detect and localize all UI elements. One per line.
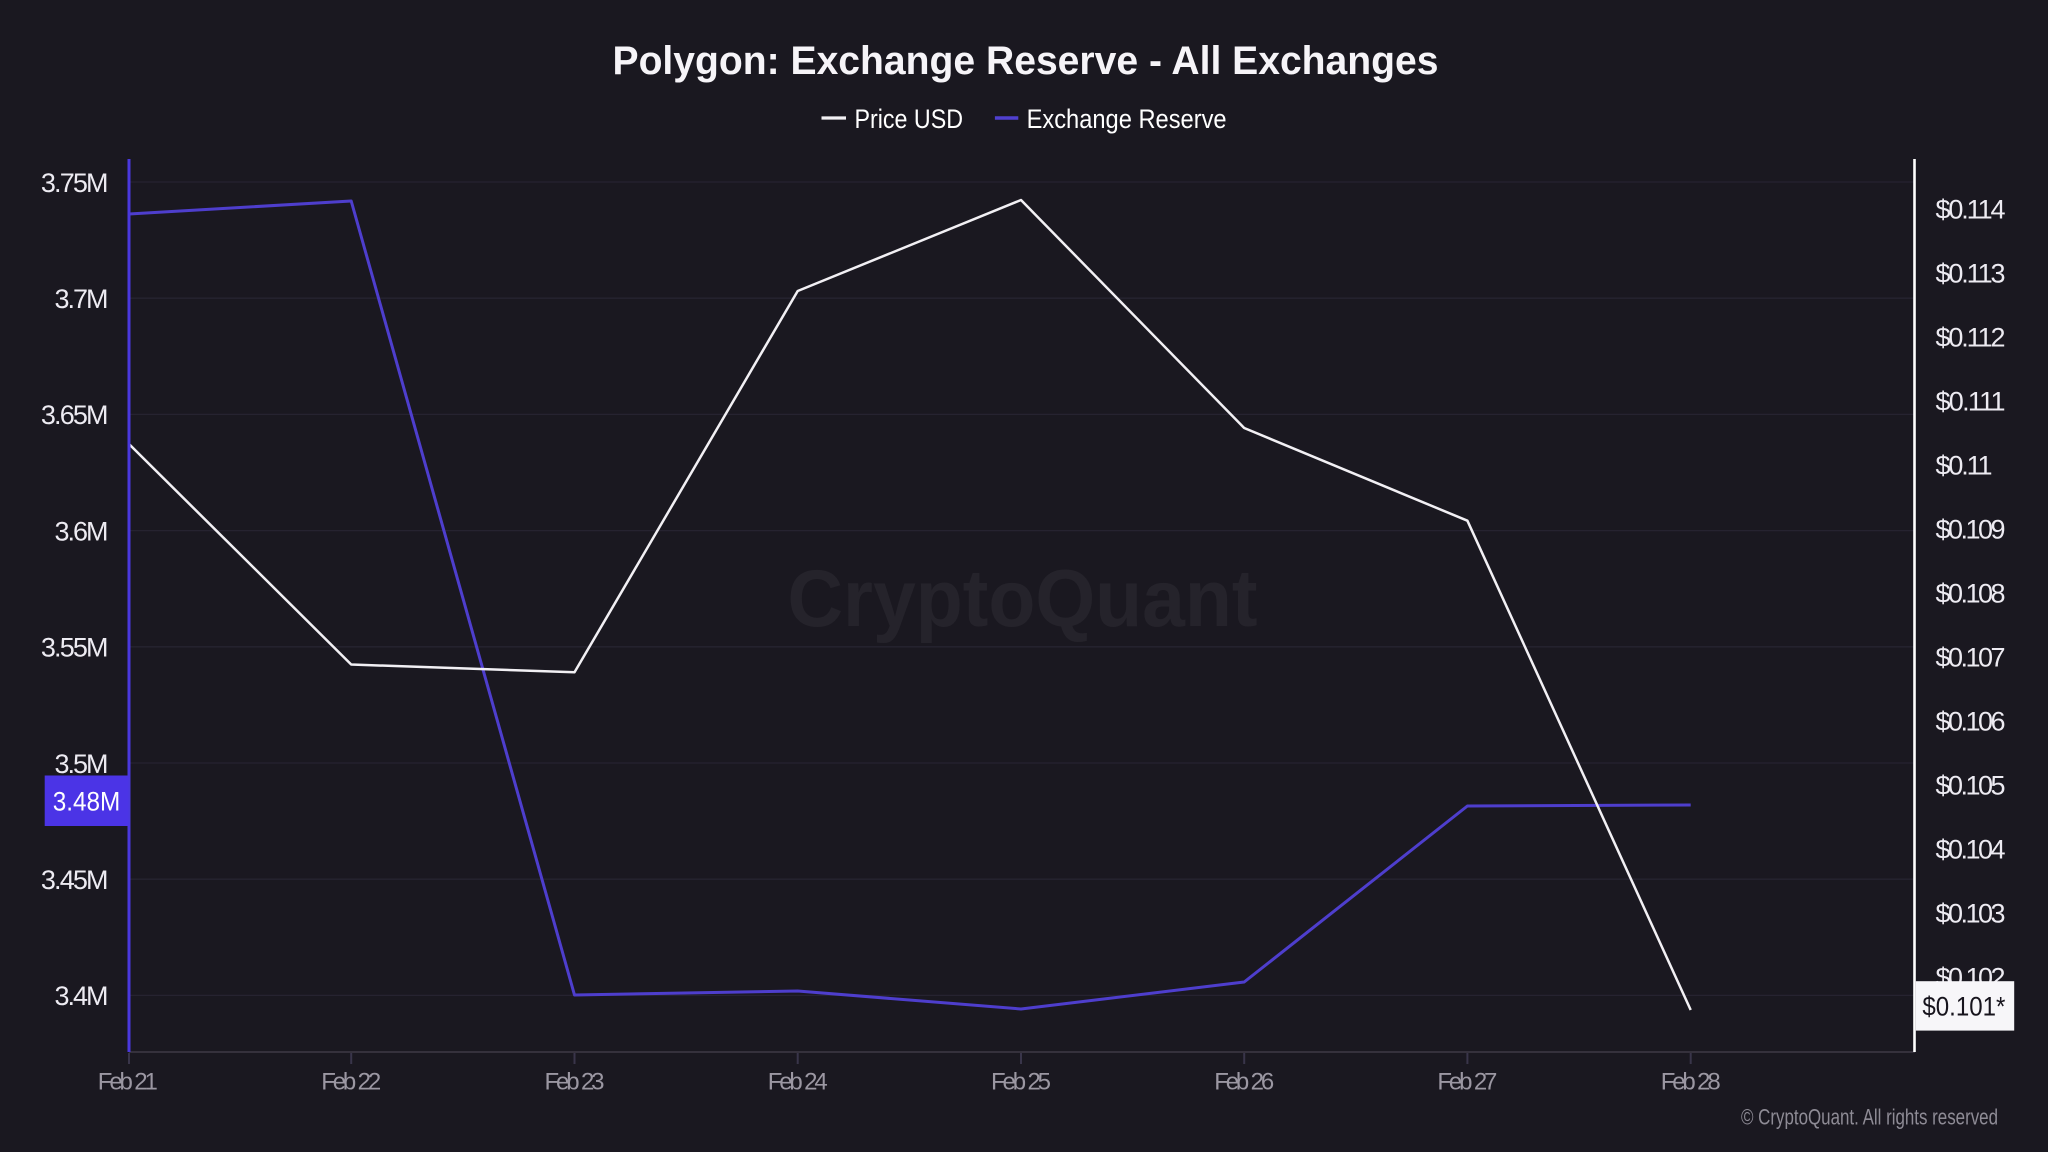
svg-text:3.7M: 3.7M: [55, 284, 109, 314]
svg-text:$0.107: $0.107: [1936, 642, 2006, 672]
svg-text:$0.114: $0.114: [1936, 194, 2006, 224]
svg-text:$0.105: $0.105: [1936, 770, 2006, 800]
svg-text:Feb 22: Feb 22: [321, 1069, 381, 1096]
svg-text:$0.113: $0.113: [1936, 258, 2006, 288]
svg-text:Polygon: Exchange Reserve - Al: Polygon: Exchange Reserve - All Exchange…: [613, 39, 1439, 83]
svg-text:Exchange Reserve: Exchange Reserve: [1027, 104, 1227, 134]
svg-text:3.65M: 3.65M: [41, 400, 109, 430]
svg-text:$0.109: $0.109: [1936, 514, 2006, 544]
svg-text:3.48M: 3.48M: [53, 787, 121, 817]
svg-text:3.45M: 3.45M: [41, 865, 109, 895]
svg-text:$0.108: $0.108: [1936, 578, 2006, 608]
svg-text:CryptoQuant: CryptoQuant: [788, 554, 1258, 644]
svg-text:$0.101*: $0.101*: [1922, 992, 2005, 1022]
svg-text:Price USD: Price USD: [855, 104, 964, 134]
svg-text:3.5M: 3.5M: [55, 749, 109, 779]
svg-text:Feb 21: Feb 21: [98, 1069, 158, 1096]
svg-text:$0.103: $0.103: [1936, 898, 2006, 928]
svg-text:$0.112: $0.112: [1936, 322, 2006, 352]
svg-text:$0.104: $0.104: [1936, 834, 2006, 864]
svg-text:Feb 28: Feb 28: [1661, 1069, 1721, 1096]
svg-text:$0.11: $0.11: [1936, 450, 1993, 480]
svg-text:3.55M: 3.55M: [41, 633, 109, 663]
svg-text:Feb 23: Feb 23: [545, 1069, 605, 1096]
svg-text:Feb 24: Feb 24: [768, 1069, 828, 1096]
svg-text:© CryptoQuant. All rights rese: © CryptoQuant. All rights reserved: [1741, 1105, 1998, 1130]
svg-text:Feb 26: Feb 26: [1214, 1069, 1274, 1096]
svg-text:$0.106: $0.106: [1936, 706, 2006, 736]
svg-text:$0.111: $0.111: [1936, 386, 2006, 416]
svg-text:Feb 25: Feb 25: [991, 1069, 1051, 1096]
svg-text:3.6M: 3.6M: [55, 516, 109, 546]
svg-text:Feb 27: Feb 27: [1437, 1069, 1497, 1096]
svg-text:3.4M: 3.4M: [55, 981, 109, 1011]
svg-text:3.75M: 3.75M: [41, 168, 109, 198]
